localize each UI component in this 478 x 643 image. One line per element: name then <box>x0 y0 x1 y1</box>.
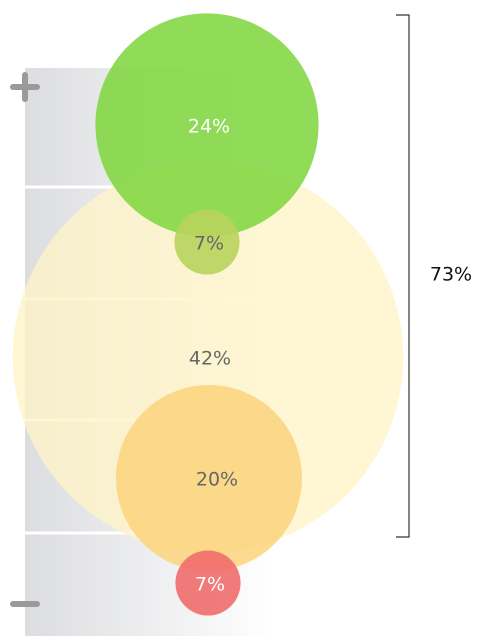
bubble-label: 24% <box>188 116 230 138</box>
bubble-label: 42% <box>189 348 231 370</box>
bubble <box>12 161 404 553</box>
bubble-label: 7% <box>195 574 225 596</box>
bubble-label: 20% <box>196 469 238 491</box>
bubble <box>95 13 319 237</box>
zoom-in[interactable] <box>10 72 40 102</box>
bubble <box>174 209 240 275</box>
bubble <box>116 385 302 571</box>
bubbles: 42% 24% 7% 20% 7% <box>12 13 404 616</box>
bubble <box>175 550 241 616</box>
bracket <box>396 14 410 538</box>
bracket-label: 73% <box>430 264 472 286</box>
bubble-label: 7% <box>194 233 224 255</box>
